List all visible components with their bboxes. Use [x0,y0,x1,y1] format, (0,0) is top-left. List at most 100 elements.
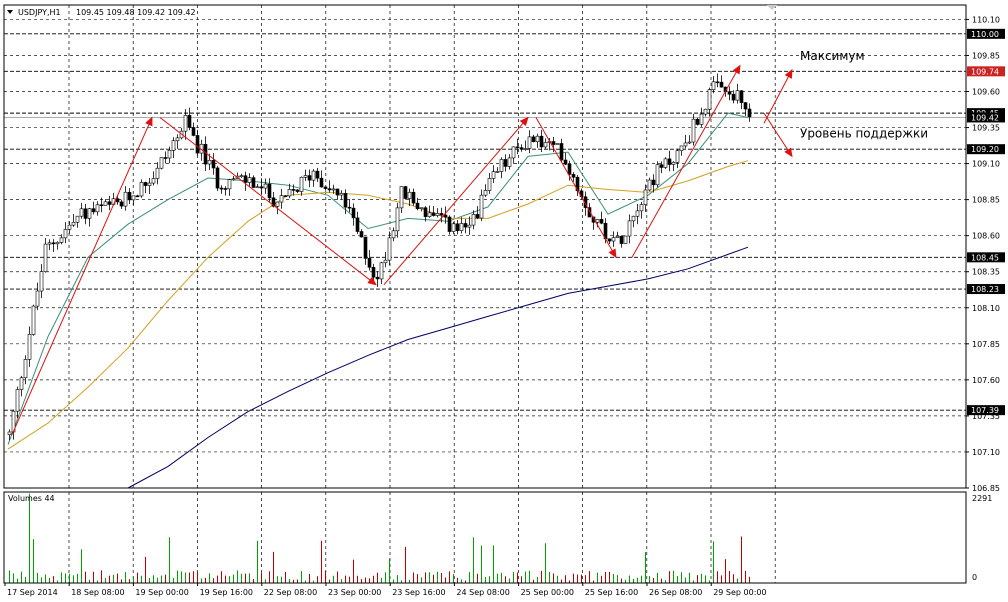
time-tick-label: 25 Sep 16:00 [585,588,638,597]
candle-body [599,219,604,224]
candle-body [671,162,676,165]
candle-body [595,219,600,223]
candle-body [427,212,432,217]
candle-body [727,91,732,95]
candle-body [683,142,688,147]
candle-body [415,202,420,209]
candle-body [639,204,644,212]
candle-body [359,231,364,238]
candle-body [635,210,640,217]
dropdown-triangle-icon[interactable] [7,10,13,14]
candle-body [391,230,396,239]
time-tick-label: 23 Sep 16:00 [392,588,445,597]
annotations: Максимум Уровень поддержки [800,49,928,141]
frames [3,4,967,584]
candle-body [15,389,20,412]
candle-body [263,183,268,189]
candle-body [367,258,372,268]
trend-arrows [11,64,793,435]
candle-body [275,201,280,207]
candle-body [631,215,636,222]
candle-body [519,147,524,149]
candle-body [503,159,508,167]
candle-body [251,177,256,188]
candle-body [335,188,340,196]
price-level-badge [967,284,1005,295]
candle-body [411,191,416,204]
candle-body [319,177,324,188]
candle-body [19,377,24,390]
price-level-badge-label: 108.23 [971,285,999,294]
price-level-badge-label: 108.45 [971,253,999,262]
candle-body [291,189,296,191]
candle-body [403,186,408,199]
candle-body [231,178,236,181]
candle-body [615,235,620,238]
candle-body [243,175,248,183]
candle-body [551,141,556,145]
candle-body [619,235,624,244]
moving-average-line [7,160,749,450]
candle-body [543,142,548,148]
levels [4,33,966,411]
candle-body [435,213,440,216]
price-axis: 110.10 109.85 109.60 109.35 109.10 108.85 108.… [966,15,1005,582]
candle-body [539,135,544,148]
price-level-badge-label: 109.74 [971,67,999,76]
candle-body [119,201,124,207]
price-tick-label: 109.60 [972,88,1000,97]
time-tick-label: 29 Sep 00:00 [713,588,766,597]
price-level-badge-label: 110.00 [971,30,999,39]
annotation-label: Уровень поддержки [800,127,928,141]
price-level-badge [967,405,1005,416]
annotation-label: Максимум [800,49,865,63]
candle-body [271,197,276,207]
candle-body [351,207,356,219]
candle-body [431,212,436,216]
shift-marker-icon[interactable] [767,5,777,10]
candle-body [679,145,684,151]
candle-body [567,163,572,175]
candle-body [451,223,456,232]
time-tick-label: 17 Sep 2014 [7,588,58,597]
candle-body [315,170,320,179]
price-tick-label: 109.10 [972,160,1000,169]
candle-body [123,191,128,207]
candle-body [643,189,648,205]
price-tick-label: 107.10 [972,448,1000,457]
price-tick-label: 108.10 [972,304,1000,313]
candle-body [691,118,696,143]
candles [7,73,752,441]
moving-averages [7,112,749,489]
trend-arrow [631,64,741,258]
candle-body [47,242,52,245]
candle-body [215,167,220,189]
candle-body [163,157,168,159]
volumes-label: Volumes 44 [8,494,55,503]
price-tick-label: 108.85 [972,196,1000,205]
candle-body [387,237,392,261]
candle-body [399,186,404,209]
candle-body [343,193,348,208]
candle-body [707,89,712,110]
candle-body [103,201,108,206]
candle-body [167,150,172,159]
candle-body [247,177,252,183]
trend-arrow [763,112,793,158]
price-level-badge [967,252,1005,263]
candle-body [379,262,384,280]
candle-body [187,115,192,128]
candle-body [371,267,376,278]
candle-body [419,207,424,210]
time-tick-label: 22 Sep 08:00 [264,588,317,597]
candle-body [175,137,180,142]
candle-body [347,206,352,209]
volume-tick-label: 0 [972,573,977,582]
price-level-badge [967,28,1005,39]
candle-body [23,359,28,379]
candle-body [63,229,68,239]
trend-arrow [535,117,617,259]
candle-body [67,224,72,230]
trend-arrow [383,116,529,286]
